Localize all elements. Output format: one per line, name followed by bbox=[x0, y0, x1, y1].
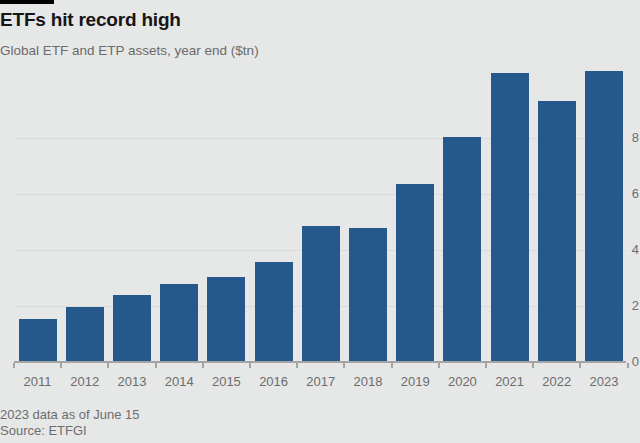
bar-2011 bbox=[19, 319, 57, 362]
x-axis-tick bbox=[438, 363, 440, 368]
etf-chart-figure: ETFs hit record high Global ETF and ETP … bbox=[0, 0, 640, 443]
x-axis-label-2015: 2015 bbox=[203, 374, 250, 389]
x-axis-tick bbox=[532, 363, 534, 368]
x-axis-tick bbox=[60, 363, 62, 368]
bar-2023 bbox=[585, 71, 623, 362]
x-axis-line bbox=[14, 361, 626, 363]
bar-2020 bbox=[443, 137, 481, 362]
x-axis-label-2022: 2022 bbox=[533, 374, 580, 389]
bar-2021 bbox=[491, 73, 529, 362]
x-axis-label-2016: 2016 bbox=[250, 374, 297, 389]
x-axis-tick bbox=[202, 363, 204, 368]
chart-footer: 2023 data as of June 15 Source: ETFGI bbox=[0, 407, 140, 439]
x-axis-tick bbox=[13, 363, 15, 368]
chart-subtitle: Global ETF and ETP assets, year end ($tn… bbox=[0, 43, 259, 58]
x-axis-tick bbox=[579, 363, 581, 368]
bar-2022 bbox=[538, 101, 576, 362]
x-axis-label-2019: 2019 bbox=[392, 374, 439, 389]
top-rule-bar bbox=[0, 0, 54, 4]
bar-2016 bbox=[255, 262, 293, 362]
gridline-6 bbox=[14, 194, 626, 195]
bar-2014 bbox=[160, 284, 198, 362]
bar-2017 bbox=[302, 226, 340, 362]
chart-footnote: 2023 data as of June 15 bbox=[0, 407, 140, 423]
bar-2018 bbox=[349, 228, 387, 362]
x-axis-label-2012: 2012 bbox=[61, 374, 108, 389]
bar-2015 bbox=[207, 277, 245, 362]
x-axis-label-2023: 2023 bbox=[580, 374, 627, 389]
bar-2019 bbox=[396, 184, 434, 362]
bar-2012 bbox=[66, 307, 104, 362]
x-axis-label-2017: 2017 bbox=[297, 374, 344, 389]
chart-source: Source: ETFGI bbox=[0, 423, 140, 439]
x-axis-label-2013: 2013 bbox=[108, 374, 155, 389]
x-axis-tick bbox=[391, 363, 393, 368]
x-axis-tick bbox=[249, 363, 251, 368]
gridline-8 bbox=[14, 138, 626, 139]
x-axis-tick bbox=[485, 363, 487, 368]
x-axis-label-2020: 2020 bbox=[439, 374, 486, 389]
x-axis-tick bbox=[343, 363, 345, 368]
chart-title: ETFs hit record high bbox=[0, 9, 181, 31]
x-axis-tick bbox=[155, 363, 157, 368]
x-axis-tick bbox=[627, 363, 629, 368]
x-axis-label-2011: 2011 bbox=[14, 374, 61, 389]
x-axis-label-2021: 2021 bbox=[486, 374, 533, 389]
x-axis-label-2018: 2018 bbox=[344, 374, 391, 389]
x-axis-label-2014: 2014 bbox=[156, 374, 203, 389]
x-axis-tick bbox=[296, 363, 298, 368]
x-axis-tick bbox=[107, 363, 109, 368]
bar-2013 bbox=[113, 295, 151, 362]
